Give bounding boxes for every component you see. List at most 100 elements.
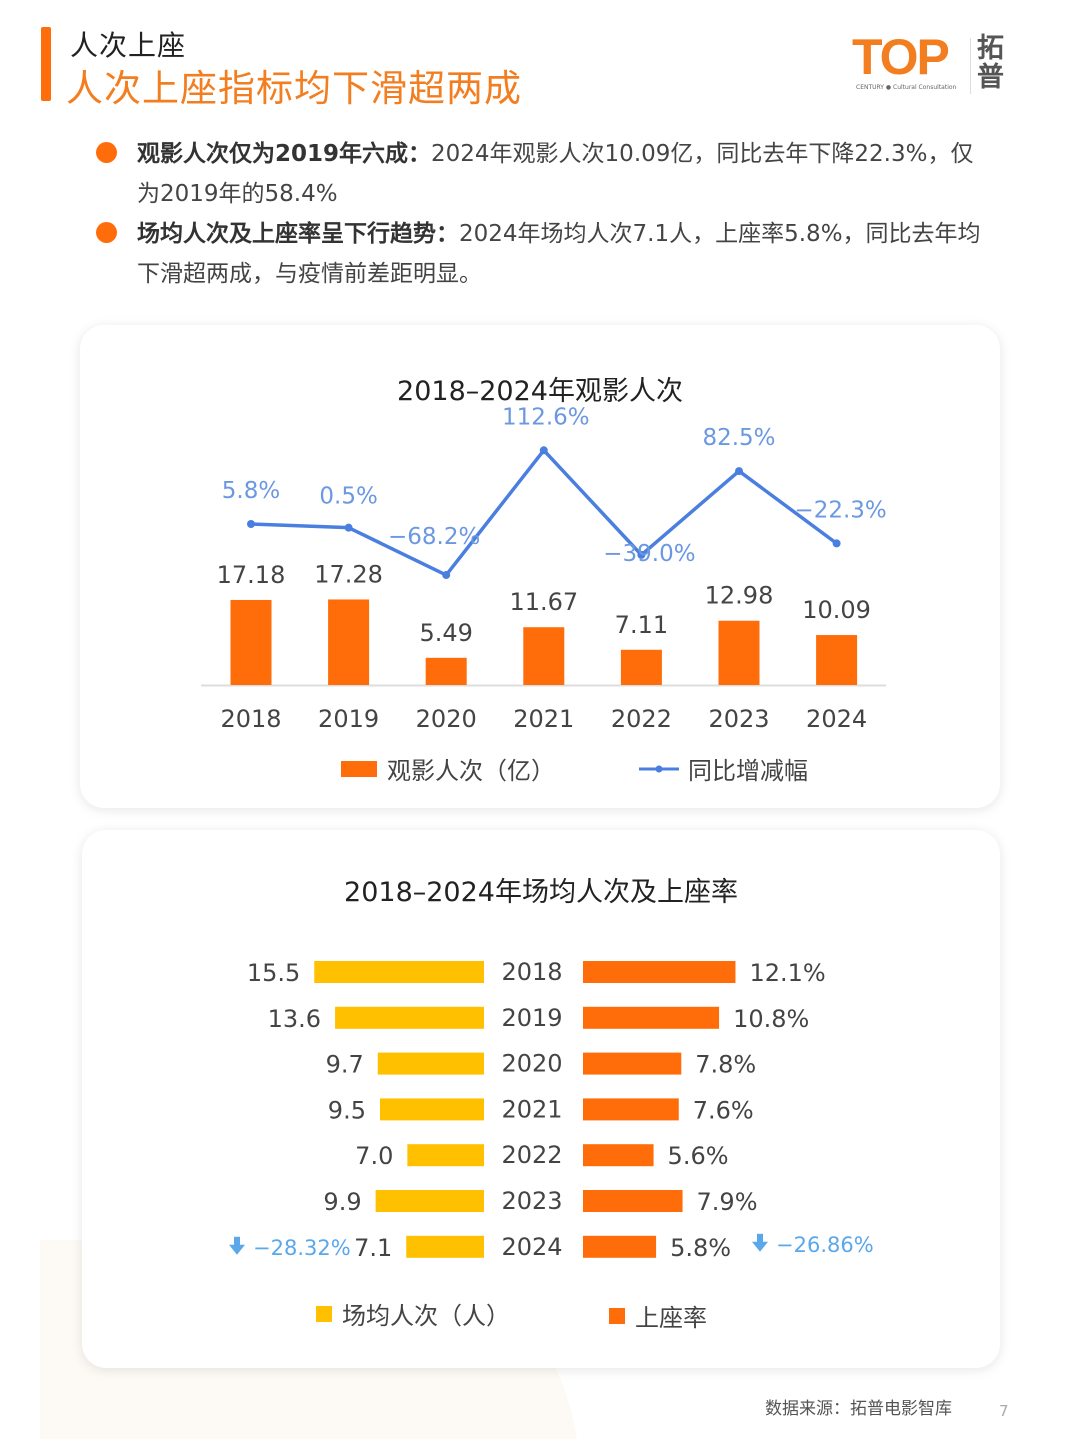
occupancy-chart-card: 2018–2024年场均人次及上座率 15.5 2018 12.1% 13.6 2019… [82, 830, 1000, 1368]
left-value-label: 9.7 [326, 1051, 364, 1079]
yoy-value-label: 5.8% [222, 478, 280, 504]
bullet-heading: 观影人次仅为2019年六成： [137, 141, 432, 167]
legend-avg-per-show: 场均人次（人） [316, 1296, 510, 1331]
legend-occupancy: 上座率 [609, 1298, 707, 1333]
legend-attendance: 观影人次（亿） [341, 751, 555, 786]
right-value-label: 10.8% [733, 1005, 809, 1033]
right-value-label: 5.6% [668, 1142, 729, 1170]
year-label: 2018 [501, 958, 562, 986]
bar-attendance [523, 627, 565, 685]
yoy-point [247, 519, 255, 528]
left-value-label: 13.6 [268, 1005, 321, 1033]
bar-attendance [230, 599, 272, 685]
bar-value-label: 17.18 [217, 561, 286, 589]
yoy-point [637, 550, 646, 559]
yoy-value-label: −39.0% [603, 541, 695, 567]
bar-value-label: 7.11 [615, 611, 668, 639]
bar-attendance [620, 649, 662, 685]
bar-attendance [328, 599, 370, 685]
bar-attendance [816, 635, 858, 685]
legend-swatch [609, 1307, 625, 1324]
x-tick-label: 2023 [708, 705, 769, 733]
bar-value-label: 10.09 [802, 596, 871, 624]
bar-avg-per-show [377, 1052, 484, 1075]
year-label: 2022 [501, 1141, 562, 1169]
page-number: 7 [999, 1402, 1009, 1420]
bullet-text: 2024年观影人次10.09亿，同比去年下降22.3%，仅为2019年的58.4… [137, 141, 974, 207]
bar-value-label: 11.67 [509, 588, 578, 616]
legend-line-swatch-icon [639, 765, 679, 772]
bar-occupancy [583, 1006, 720, 1029]
legend-yoy: 同比增减幅 [638, 751, 808, 786]
left-value-label: 9.5 [328, 1096, 366, 1124]
left-value-label: 7.1 [354, 1234, 392, 1262]
legend-bar-swatch [341, 760, 377, 777]
year-label: 2023 [501, 1187, 562, 1215]
yoy-point [539, 446, 548, 455]
bar-avg-per-show [375, 1190, 484, 1212]
x-tick-label: 2019 [318, 705, 379, 733]
page-title: 人次上座指标均下滑超两成 [66, 67, 522, 110]
bullet-dot-icon [96, 222, 117, 243]
occupancy-chart: 15.5 2018 12.1% 13.6 2019 10.8% 9.7 2020 7.8% 9.5… [229, 958, 874, 1262]
arrow-down-icon [752, 1233, 768, 1252]
bar-attendance [718, 620, 760, 685]
year-label: 2024 [501, 1233, 562, 1261]
bar-value-label: 5.49 [419, 619, 472, 647]
data-source: 数据来源：拓普电影智库 [765, 1399, 952, 1419]
title-accent-bar [41, 27, 51, 101]
yoy-value-label: 82.5% [702, 425, 775, 451]
logo-chinese: 拓 普 [977, 34, 1009, 92]
yoy-value-label: 0.5% [319, 484, 377, 510]
brand-logo: TOP CENTURY ● Cultural Consultation 拓 普 [852, 30, 1022, 100]
bar-avg-per-show [407, 1144, 484, 1167]
right-value-label: 7.9% [697, 1188, 758, 1216]
attendance-chart: 17.18 2018 17.28 2019 5.49 2020 11.67 2021 7.11 2… [201, 404, 887, 733]
delta-annotation: −26.86% [776, 1233, 874, 1257]
logo-char: 普 [977, 62, 1004, 93]
bar-occupancy [583, 1144, 654, 1167]
logo-wordmark: TOP [852, 29, 950, 85]
yoy-value-label: 112.6% [502, 404, 590, 430]
yoy-value-label: −68.2% [388, 524, 480, 550]
left-value-label: 9.9 [323, 1188, 361, 1216]
bar-occupancy [583, 1052, 682, 1075]
arrow-down-icon [229, 1236, 245, 1255]
bar-avg-per-show [406, 1235, 484, 1258]
section-subtitle: 人次上座 [70, 29, 187, 62]
logo-divider [970, 38, 971, 94]
x-tick-label: 2020 [416, 705, 477, 733]
x-tick-label: 2022 [611, 705, 672, 733]
legend-label: 观影人次（亿） [387, 757, 555, 785]
bar-value-label: 12.98 [705, 582, 774, 610]
legend-swatch [316, 1305, 332, 1322]
summary-bullets: 观影人次仅为2019年六成：2024年观影人次10.09亿，同比去年下降22.3… [96, 134, 996, 294]
year-label: 2020 [501, 1050, 562, 1078]
left-value-label: 7.0 [355, 1142, 393, 1170]
x-tick-label: 2021 [513, 705, 574, 733]
legend-label: 同比增减幅 [688, 757, 808, 785]
x-tick-label: 2018 [220, 705, 281, 733]
logo-char: 拓 [977, 33, 1004, 64]
year-label: 2019 [501, 1004, 562, 1032]
bar-attendance [425, 657, 467, 685]
chart-title: 2018–2024年场均人次及上座率 [344, 877, 738, 908]
yoy-point [735, 467, 743, 476]
bar-occupancy [583, 1098, 679, 1121]
bar-avg-per-show [314, 961, 484, 983]
right-value-label: 12.1% [749, 959, 825, 987]
yoy-point [442, 571, 451, 580]
bar-occupancy [583, 1190, 683, 1212]
bar-occupancy [583, 961, 736, 983]
yoy-point [832, 539, 841, 548]
legend-label: 上座率 [635, 1304, 707, 1332]
bar-occupancy [583, 1235, 657, 1258]
bullet-item: 场均人次及上座率呈下行趋势：2024年场均人次7.1人，上座率5.8%，同比去年… [96, 214, 996, 294]
chart-title: 2018–2024年观影人次 [397, 376, 683, 407]
yoy-point [344, 523, 353, 532]
right-value-label: 7.8% [695, 1051, 756, 1079]
bar-value-label: 17.28 [314, 560, 383, 588]
right-value-label: 7.6% [693, 1096, 754, 1124]
left-value-label: 15.5 [247, 959, 300, 987]
yoy-line [250, 448, 838, 577]
